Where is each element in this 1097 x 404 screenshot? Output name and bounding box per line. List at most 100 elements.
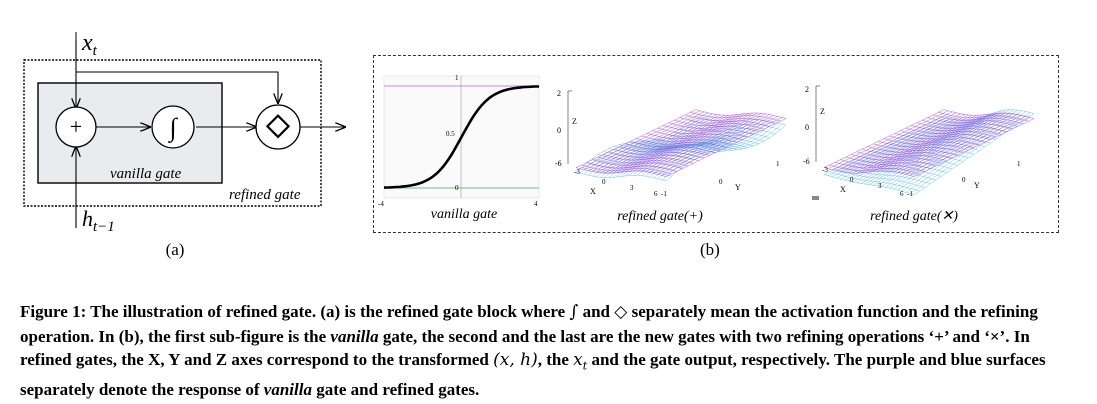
gate-response-plots: 1 0.5 0 -4 4 vanilla gate 2 0 -6 Z -3 0 … xyxy=(378,74,1035,224)
refined-plus-plot-label: refined gate(+) xyxy=(617,209,703,224)
surface-gridline xyxy=(649,114,770,173)
svg-text:0: 0 xyxy=(455,184,459,192)
surface-gridline xyxy=(901,110,1022,192)
surface-gridline xyxy=(657,116,778,175)
svg-text:1: 1 xyxy=(776,160,780,168)
surface-gridline xyxy=(927,117,1018,127)
surface-gridline xyxy=(624,113,746,172)
surface-gridline xyxy=(872,112,994,186)
surface-gridline xyxy=(901,115,1022,174)
surface-gridline xyxy=(629,112,750,172)
svg-text:0: 0 xyxy=(557,126,561,135)
surface-gridline xyxy=(894,133,985,143)
plus-symbol: + xyxy=(70,114,82,139)
surface-gridline xyxy=(885,112,1006,172)
surface-gridline xyxy=(905,127,996,138)
svg-text:0: 0 xyxy=(962,176,966,184)
surface-gridline xyxy=(889,142,980,151)
diamond-symbol xyxy=(265,114,291,139)
refined-plus-plot: 2 0 -6 Z -3 0 3 6 X -1 0 1 Y refined gat… xyxy=(555,89,787,224)
surface-gridline xyxy=(637,112,758,172)
refined-times-plot: 2 0 -6 Z -3 0 3 6 X -1 0 1 Y refined gat… xyxy=(803,85,1035,224)
surface-gridline xyxy=(695,109,787,119)
surface-gridline xyxy=(913,118,1035,177)
surface-gridline xyxy=(883,138,975,148)
surface-gridline xyxy=(674,131,765,142)
activation-symbol: ∫ xyxy=(167,113,178,143)
surface-gridline xyxy=(646,133,737,143)
surface-gridline xyxy=(881,112,1002,172)
svg-text:-3: -3 xyxy=(574,168,580,176)
refined-times-plot-label: refined gate(✕) xyxy=(870,209,958,224)
plus-node xyxy=(55,106,97,148)
surface-gridline xyxy=(893,113,1014,173)
surface-gridline xyxy=(661,117,783,176)
svg-text:0: 0 xyxy=(805,123,809,132)
svg-text:-1: -1 xyxy=(907,190,913,198)
surface-gridline xyxy=(909,117,1031,176)
surface-gridline xyxy=(665,124,787,182)
surface-gridline xyxy=(938,112,1029,122)
surface-gridline xyxy=(575,167,667,177)
svg-text:-4: -4 xyxy=(378,200,384,208)
surface-gridline xyxy=(679,128,770,138)
surface-gridline xyxy=(674,119,765,130)
surface-gridline xyxy=(872,113,994,172)
surface-gridline xyxy=(653,115,774,174)
svg-text:0: 0 xyxy=(850,176,854,184)
surface-gridline xyxy=(657,127,748,138)
surface-gridline xyxy=(877,112,998,172)
vanilla-gate-plot: 1 0.5 0 -4 4 vanilla gate xyxy=(378,74,540,222)
svg-text:Y: Y xyxy=(735,183,741,192)
svg-text:3: 3 xyxy=(878,182,882,190)
surface-gridline xyxy=(889,135,980,146)
surface-gridline xyxy=(916,122,1007,132)
surface-gridline xyxy=(922,119,1013,130)
surface-gridline xyxy=(665,118,787,177)
svg-text:1: 1 xyxy=(455,74,459,82)
surface-gridline xyxy=(905,111,1026,193)
surface-gridline xyxy=(823,167,915,177)
svg-text:X: X xyxy=(840,185,846,194)
figure-b: 1 0.5 0 -4 4 vanilla gate 2 0 -6 Z -3 0 … xyxy=(373,55,1059,233)
refine-node xyxy=(255,104,301,150)
surface-gridline xyxy=(905,116,1026,175)
refined-gate-diagram: + ∫ xt ht−1 vanilla gate refined gate (a… xyxy=(23,30,370,259)
surface-gridline xyxy=(641,113,762,172)
surface-gridline xyxy=(889,113,1010,172)
surface-gridline xyxy=(641,135,732,146)
refined-gate-box xyxy=(23,59,322,207)
svg-text:2: 2 xyxy=(557,89,561,98)
subfigure-b-label: (b) xyxy=(700,240,720,259)
svg-text:Z: Z xyxy=(572,117,577,126)
svg-text:3: 3 xyxy=(630,184,634,192)
input-x-label: xt xyxy=(81,30,98,59)
surface-gridline xyxy=(635,138,727,148)
activation-node xyxy=(151,105,195,149)
subfigure-a-label: (a) xyxy=(166,240,185,259)
svg-text:-6: -6 xyxy=(555,159,562,168)
sigmoid-curve xyxy=(383,85,540,189)
surface-gridline xyxy=(900,130,991,140)
svg-text:-6: -6 xyxy=(803,157,810,166)
surface-gridline xyxy=(633,112,754,172)
surface-gridline xyxy=(668,122,759,132)
surface-gridline xyxy=(911,125,1002,135)
surface-gridline xyxy=(690,112,781,122)
svg-text:0: 0 xyxy=(719,178,723,186)
surface-gridline xyxy=(653,121,774,178)
svg-text:-3: -3 xyxy=(822,166,828,174)
vanilla-gate-label: vanilla gate xyxy=(110,166,182,182)
svg-text:0: 0 xyxy=(602,178,606,186)
surface-gridline xyxy=(933,114,1024,125)
surface-gridline xyxy=(652,130,743,140)
svg-text:2: 2 xyxy=(805,85,809,94)
svg-text:X: X xyxy=(590,187,596,196)
surface-gridline xyxy=(897,109,1018,191)
surface-gridline xyxy=(909,112,1031,194)
svg-text:Y: Y xyxy=(974,181,980,190)
vanilla-gate-plot-label: vanilla gate xyxy=(431,207,498,222)
svg-text:Z: Z xyxy=(820,107,825,116)
surface-gridline xyxy=(913,113,1035,196)
refined-gate-label: refined gate xyxy=(229,187,301,203)
